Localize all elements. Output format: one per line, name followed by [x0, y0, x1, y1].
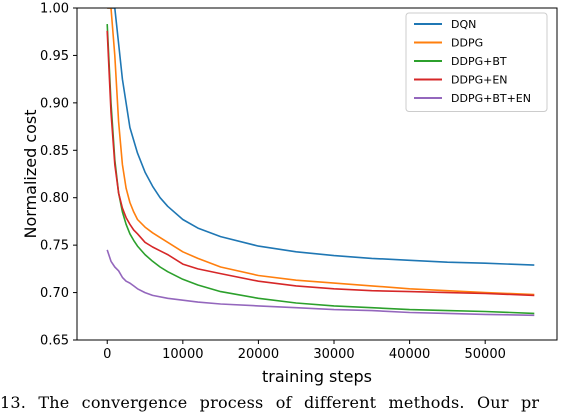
- series-line-ddpg-bt: [106, 24, 535, 315]
- series-line-ddpg-en: [106, 30, 535, 297]
- series-line-ddpg: [107, 8, 535, 296]
- y-tick-label: 0.75: [40, 239, 69, 254]
- legend-label: DDPG+BT: [451, 55, 507, 68]
- y-tick-label: 1.00: [40, 2, 69, 17]
- y-tick-label: 0.90: [40, 96, 69, 111]
- y-axis-label: Normalized cost: [21, 109, 40, 238]
- x-tick-label: 30000: [313, 347, 354, 362]
- x-tick-label: 50000: [465, 347, 506, 362]
- y-tick-label: 0.80: [40, 191, 69, 206]
- y-tick-label: 0.65: [40, 334, 69, 349]
- x-tick-label: 0: [103, 347, 111, 362]
- series-line-ddpg-bt-en: [106, 249, 535, 317]
- legend-label: DDPG+EN: [451, 74, 508, 87]
- x-tick-label: 20000: [238, 347, 279, 362]
- legend: DQN DDPG DDPG+BT DDPG+EN DDPG+BT+EN: [405, 12, 548, 112]
- plot-frame: [76, 7, 558, 341]
- series-layer: [106, 8, 535, 317]
- x-axis-label: training steps: [262, 367, 372, 386]
- figure-caption: 13. The convergence process of different…: [0, 393, 540, 412]
- legend-label: DDPG: [451, 37, 483, 50]
- legend-label: DQN: [451, 18, 476, 31]
- x-axis-ticks: 0 10000 20000 30000 40000 50000: [103, 340, 506, 362]
- line-chart: 0 10000 20000 30000 40000 50000 0.650.700.750…: [21, 2, 558, 386]
- y-tick-label: 0.95: [40, 49, 69, 64]
- legend-label: DDPG+BT+EN: [451, 92, 531, 105]
- y-tick-label: 0.70: [40, 286, 69, 301]
- series-line-dqn: [107, 8, 535, 266]
- legend-box: [405, 12, 548, 112]
- x-tick-label: 10000: [162, 347, 203, 362]
- x-tick-label: 40000: [389, 347, 430, 362]
- y-axis-ticks: 0.65 0.70 0.75 0.80 0.85 0.90 0.95 1.00: [40, 2, 77, 349]
- y-tick-label: 0.85: [40, 144, 69, 159]
